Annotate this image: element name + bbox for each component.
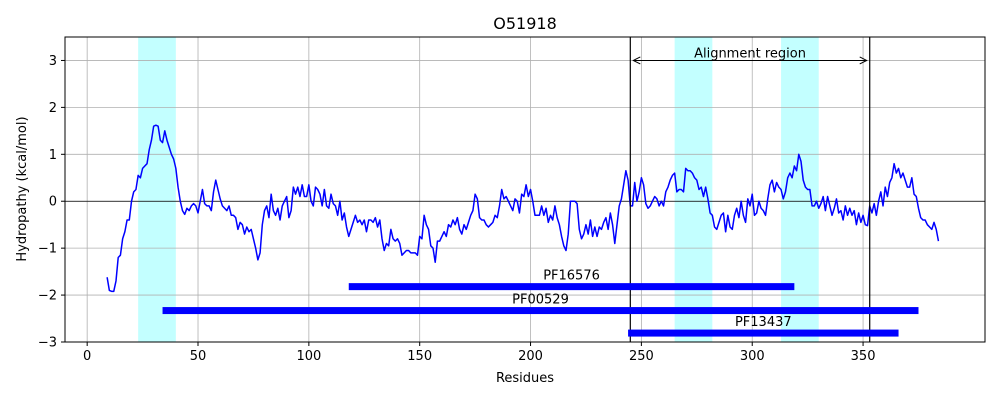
x-tick-label: 0 [83,349,91,364]
chart-title: O51918 [493,14,557,33]
x-tick-label: 300 [740,349,765,364]
domain-bar-pf00529 [162,307,919,315]
y-tick-label: 1 [49,148,57,163]
hydropathy-line [106,124,940,293]
y-axis-label: Hydropathy (kcal/mol) [15,116,30,261]
x-tick-label: 200 [518,349,543,364]
y-tick-label: 2 [49,101,57,116]
y-tick-label: −1 [38,242,57,257]
plot-frame [64,36,986,343]
highlight-band-3 [781,37,819,342]
x-tick-label: 50 [190,349,207,364]
highlight-band-1 [138,37,176,342]
x-tick-label: 150 [407,349,432,364]
alignment-arrow-left-head [632,56,641,65]
alignment-arrow-right-head [859,56,868,65]
domain-label-pf13437: PF13437 [735,315,792,330]
y-tick-label: 3 [49,54,57,69]
y-tick-label: −3 [38,336,57,351]
domain-label-pf00529: PF00529 [512,293,569,308]
domain-label-pf16576: PF16576 [543,269,600,284]
y-tick-label: 0 [49,195,57,210]
y-tick-label: −2 [38,289,57,304]
x-tick-label: 250 [629,349,654,364]
domain-bar-pf13437 [628,329,899,337]
x-tick-label: 100 [296,349,321,364]
plot-area: Alignment region PF16576 PF00529 PF13437 0 50… [38,36,986,364]
domain-bar-pf16576 [348,283,795,291]
x-axis-label: Residues [496,371,554,386]
alignment-region-label: Alignment region [694,46,806,61]
x-tick-label: 350 [851,349,876,364]
